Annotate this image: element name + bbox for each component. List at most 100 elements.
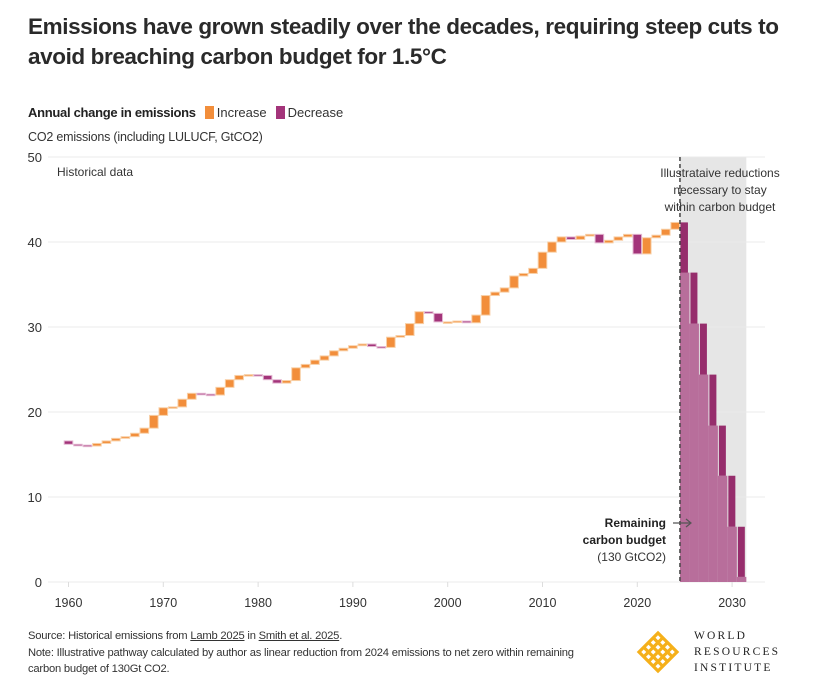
- bar-increase: [281, 380, 292, 384]
- y-tick-label: 50: [28, 150, 42, 165]
- bar-decrease: [566, 236, 576, 240]
- projection-annotation-line: within carbon budget: [664, 200, 776, 214]
- bar-increase: [120, 436, 131, 439]
- bar-decrease: [423, 311, 434, 314]
- x-tick-label: 1980: [244, 596, 272, 610]
- bar-increase: [613, 236, 624, 241]
- legend-label-increase: Increase: [216, 105, 267, 120]
- bar-increase: [442, 321, 453, 324]
- budget-value-label: (130 GtCO2): [597, 550, 666, 564]
- bar-increase: [651, 234, 662, 239]
- projection-decrease-bar: [709, 374, 717, 426]
- bar-increase: [130, 432, 140, 438]
- source-link-smith[interactable]: Smith et al. 2025: [258, 630, 340, 642]
- projection-area-step: [689, 323, 699, 582]
- bar-increase: [329, 350, 339, 357]
- bar-decrease: [73, 443, 83, 447]
- source-suffix: .: [339, 630, 343, 642]
- projection-area-step: [708, 425, 718, 582]
- bar-increase: [395, 335, 406, 338]
- projection-annotation-line: necessary to stay: [673, 183, 766, 197]
- bar-decrease: [594, 233, 605, 244]
- y-tick-label: 40: [28, 235, 42, 250]
- bar-increase: [167, 406, 178, 409]
- logo-line-2: RESOURCES: [694, 646, 781, 658]
- bar-increase: [480, 295, 491, 316]
- bar-increase: [528, 267, 538, 274]
- legend-swatch-decrease: [275, 106, 285, 119]
- bar-increase: [234, 374, 244, 381]
- projection-area-step: [717, 475, 728, 582]
- bar-increase: [291, 367, 301, 382]
- bar-decrease: [376, 346, 387, 349]
- bar-increase: [670, 221, 681, 230]
- bar-decrease: [632, 233, 643, 255]
- bar-increase: [101, 440, 112, 444]
- bar-increase: [660, 228, 671, 236]
- source-link-lamb[interactable]: Lamb 2025: [190, 630, 245, 642]
- bar-increase: [575, 235, 586, 240]
- bar-increase: [452, 320, 462, 324]
- bar-increase: [139, 427, 150, 434]
- budget-annotation-line: carbon budget: [583, 533, 666, 547]
- legend-title: Annual change in emissions: [28, 105, 196, 120]
- historical-data-label: Historical data: [57, 165, 133, 179]
- bar-increase: [224, 379, 235, 388]
- x-tick-label: 1970: [149, 596, 177, 610]
- bar-decrease: [63, 440, 74, 445]
- bar-increase: [338, 347, 349, 352]
- note-text: Note: Illustrative pathway calculated by…: [28, 646, 574, 676]
- arrow-right-icon: [685, 518, 692, 528]
- bar-decrease: [253, 374, 263, 377]
- bar-increase: [623, 233, 633, 238]
- bar-increase: [518, 272, 529, 277]
- bar-increase: [499, 287, 510, 293]
- legend-item-increase: Increase: [204, 105, 267, 120]
- bar-increase: [509, 275, 519, 289]
- legend-swatch-increase: [204, 106, 214, 119]
- bar-decrease: [82, 444, 93, 448]
- projection-area-step: [727, 526, 737, 582]
- x-tick-label: 1990: [339, 596, 367, 610]
- bar-decrease: [433, 312, 444, 323]
- bar-increase: [319, 355, 330, 361]
- bar-increase: [300, 363, 311, 369]
- projection-annotation-line: Illustrataive reductions: [660, 166, 779, 180]
- bar-decrease: [272, 379, 282, 384]
- bar-increase: [111, 437, 121, 442]
- bar-increase: [604, 239, 614, 244]
- projection-decrease-bar: [728, 475, 736, 527]
- projection-decrease-bar: [699, 323, 707, 375]
- legend-label-decrease: Decrease: [287, 105, 344, 120]
- x-tick-label: 2000: [434, 596, 462, 610]
- bar-increase: [348, 345, 358, 349]
- bar-increase: [177, 398, 188, 408]
- bar-increase: [641, 237, 652, 255]
- x-tick-label: 2020: [623, 596, 651, 610]
- y-axis-label: CO2 emissions (including LULUCF, GtCO2): [28, 130, 263, 144]
- bar-decrease: [367, 343, 377, 348]
- bar-decrease: [205, 393, 216, 397]
- bar-increase: [243, 374, 254, 377]
- bar-increase: [490, 291, 500, 297]
- y-tick-label: 20: [28, 405, 42, 420]
- bar-increase: [404, 323, 415, 337]
- projection-decrease-bar: [718, 425, 726, 476]
- budget-annotation-line: Remaining: [605, 516, 666, 530]
- x-tick-label: 2010: [529, 596, 557, 610]
- legend: Annual change in emissions Increase Decr…: [28, 105, 352, 120]
- source-prefix: Source: Historical emissions from: [28, 630, 191, 642]
- bar-increase: [186, 392, 197, 400]
- chart-title: Emissions have grown steadily over the d…: [28, 14, 779, 69]
- bar-increase: [585, 233, 595, 237]
- projection-area-step: [679, 272, 690, 582]
- bar-increase: [92, 442, 102, 447]
- bar-decrease: [196, 392, 207, 396]
- legend-item-decrease: Decrease: [275, 105, 344, 120]
- wri-logo-icon: [636, 630, 680, 674]
- bar-increase: [149, 414, 159, 429]
- projection-first-cut-bar: [680, 222, 688, 273]
- x-tick-label: 2030: [718, 596, 746, 610]
- x-tick-label: 1960: [55, 596, 83, 610]
- source-line: Source: Historical emissions from Lamb 2…: [28, 628, 608, 645]
